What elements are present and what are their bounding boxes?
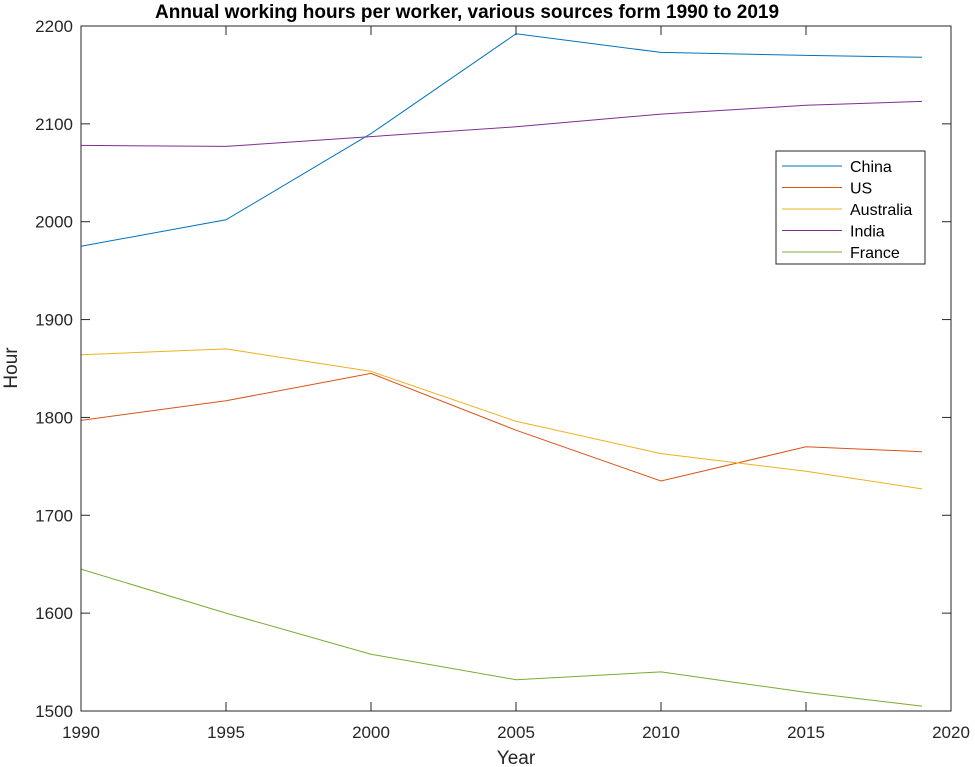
series-line-france xyxy=(80,568,923,707)
y-tick-label: 1900 xyxy=(35,311,73,330)
x-tick-label: 2020 xyxy=(932,723,970,742)
y-axis-title: Hour xyxy=(1,347,22,389)
x-tick-label: 2005 xyxy=(497,723,535,742)
x-axis-title: Year xyxy=(497,748,536,767)
ticks-layer xyxy=(80,25,952,712)
y-tick-label: 1800 xyxy=(35,408,73,427)
y-tick-label: 1600 xyxy=(35,604,73,623)
legend-label-us: US xyxy=(850,181,872,198)
x-tick-label: 1990 xyxy=(62,723,100,742)
legend-label-india: India xyxy=(850,224,885,241)
y-tick-label: 2200 xyxy=(35,17,73,36)
y-tick-label: 2100 xyxy=(35,115,73,134)
legend: China US Australia India France xyxy=(775,150,926,265)
tick-labels-layer: 1990 1995 2000 2005 2010 2015 2020 1500 1600 1700… xyxy=(35,17,970,742)
chart-title: Annual working hours per worker, various… xyxy=(155,2,779,23)
legend-label-china: China xyxy=(850,159,892,176)
y-tick-label: 2000 xyxy=(35,213,73,232)
series-layer xyxy=(80,33,923,707)
legend-box xyxy=(775,150,926,265)
legend-label-australia: Australia xyxy=(850,202,912,219)
y-tick-label: 1500 xyxy=(35,702,73,721)
plot-area xyxy=(81,26,951,711)
x-tick-label: 2010 xyxy=(642,723,680,742)
legend-entries: China US Australia India France xyxy=(782,159,912,262)
x-tick-label: 2015 xyxy=(787,723,825,742)
series-line-india xyxy=(80,100,923,147)
y-tick-label: 1700 xyxy=(35,506,73,525)
legend-label-france: France xyxy=(850,245,900,262)
x-tick-label: 1995 xyxy=(207,723,245,742)
series-line-australia xyxy=(80,348,923,490)
x-tick-label: 2000 xyxy=(352,723,390,742)
series-line-us xyxy=(80,372,923,482)
